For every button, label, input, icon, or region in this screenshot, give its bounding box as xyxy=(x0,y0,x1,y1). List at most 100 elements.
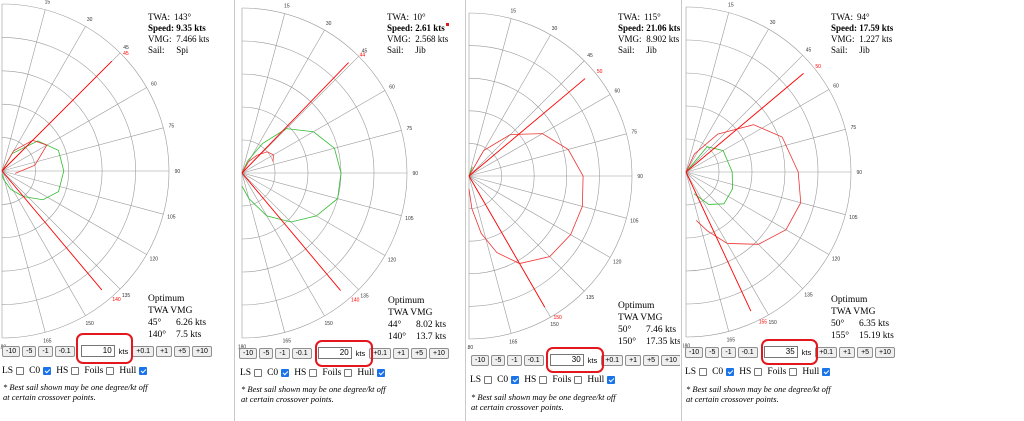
angle-tick-label: 150 xyxy=(550,322,559,328)
angle-tick-label: 105 xyxy=(405,216,414,222)
twa-label: TWA: xyxy=(148,12,170,22)
downwind-optimum-label: 140 xyxy=(351,297,360,303)
plus-5-button[interactable]: +5 xyxy=(411,347,428,359)
c0-label: C0 xyxy=(497,375,509,385)
sail-label: Sail: xyxy=(618,45,635,55)
ls-checkbox[interactable] xyxy=(254,369,263,377)
c0-checkbox[interactable] xyxy=(281,369,290,377)
optimum-row: 150° 17.35 kts xyxy=(618,337,680,347)
minus-10-button[interactable]: -10 xyxy=(239,347,258,359)
speed-label: Speed: xyxy=(387,23,414,33)
hull-checkbox[interactable] xyxy=(822,368,831,376)
ls-checkbox[interactable] xyxy=(484,376,493,384)
plus-1-button[interactable]: +1 xyxy=(156,345,173,357)
foils-checkbox[interactable] xyxy=(106,367,115,375)
minus-0.1-button[interactable]: -0.1 xyxy=(54,345,75,357)
wind-speed-controls: -10 -5 -1 -0.1 35 kts +0.1 +1 +5 +10 xyxy=(685,346,895,358)
optimum-header: TWA VMG xyxy=(831,307,876,317)
angle-tick-label: 30 xyxy=(87,17,93,23)
twa-value: 143° xyxy=(174,12,192,22)
angle-spoke xyxy=(468,18,512,177)
minus-5-button[interactable]: -5 xyxy=(259,347,274,359)
option-checkboxes: LS C0 HS Foils Hull xyxy=(2,366,152,376)
foils-checkbox[interactable] xyxy=(344,369,353,377)
hs-checkbox[interactable] xyxy=(309,369,318,377)
spi-polar-curve xyxy=(1,139,48,174)
minus-10-button[interactable]: -10 xyxy=(2,345,21,357)
angle-spoke xyxy=(685,129,846,173)
highlight-annotation xyxy=(315,340,373,367)
c0-label: C0 xyxy=(712,367,724,377)
polar-chart: 15 30 45 60 75 90 105 120 135 150 165 180 50 155 xyxy=(683,3,862,350)
upwind-optimum-label: 45 xyxy=(123,51,129,57)
upwind-optimum-line xyxy=(685,73,804,173)
hs-checkbox[interactable] xyxy=(754,368,763,376)
angle-tick-label: 60 xyxy=(151,81,157,87)
ls-checkbox[interactable] xyxy=(699,368,708,376)
plus-5-button[interactable]: +5 xyxy=(643,354,660,366)
hull-checkbox[interactable] xyxy=(139,367,148,375)
minus-5-button[interactable]: -5 xyxy=(491,354,506,366)
minus-1-button[interactable]: -1 xyxy=(507,354,522,366)
c0-checkbox[interactable] xyxy=(511,376,520,384)
plus-10-button[interactable]: +10 xyxy=(192,345,212,357)
hull-label: Hull xyxy=(587,375,605,385)
plus-5-button[interactable]: +5 xyxy=(857,346,874,358)
wind-speed-input[interactable]: 30 xyxy=(549,354,584,366)
angle-tick-label: 30 xyxy=(552,26,558,32)
option-checkboxes: LS C0 HS Foils Hull xyxy=(240,368,390,378)
plus-0.1-button[interactable]: +0.1 xyxy=(815,346,838,358)
hull-checkbox[interactable] xyxy=(377,369,386,377)
minus-5-button[interactable]: -5 xyxy=(22,345,37,357)
wind-speed-input[interactable]: 20 xyxy=(317,347,352,359)
plus-0.1-button[interactable]: +0.1 xyxy=(601,354,624,366)
minus-10-button[interactable]: -10 xyxy=(471,354,490,366)
plus-5-button[interactable]: +5 xyxy=(174,345,191,357)
hull-checkbox[interactable] xyxy=(607,376,616,384)
foils-checkbox[interactable] xyxy=(789,368,798,376)
vmg-label: VMG: xyxy=(831,34,855,44)
c0-checkbox[interactable] xyxy=(726,368,735,376)
ls-checkbox[interactable] xyxy=(16,367,25,375)
angle-spoke xyxy=(1,127,164,172)
plus-1-button[interactable]: +1 xyxy=(839,346,856,358)
sail-label: Sail: xyxy=(148,45,165,55)
hull-label: Hull xyxy=(119,366,137,376)
plus-10-button[interactable]: +10 xyxy=(661,354,680,366)
wind-speed-controls: -10 -5 -1 -0.1 30 kts +0.1 +1 +5 +10 xyxy=(471,354,680,366)
plus-1-button[interactable]: +1 xyxy=(393,347,410,359)
minus-1-button[interactable]: -1 xyxy=(721,346,736,358)
angle-spoke xyxy=(241,172,325,317)
angle-spoke xyxy=(468,175,627,219)
foils-checkbox[interactable] xyxy=(574,376,583,384)
speed-label: Speed: xyxy=(618,23,645,33)
plus-10-button[interactable]: +10 xyxy=(429,347,449,359)
minus-1-button[interactable]: -1 xyxy=(38,345,53,357)
wind-speed-input[interactable]: 10 xyxy=(80,345,115,357)
minus-0.1-button[interactable]: -0.1 xyxy=(291,347,312,359)
optimum-row: 44° 8.02 kts xyxy=(388,320,447,330)
plus-10-button[interactable]: +10 xyxy=(875,346,895,358)
minus-0.1-button[interactable]: -0.1 xyxy=(523,354,544,366)
wind-speed-input[interactable]: 35 xyxy=(763,346,798,358)
downwind-optimum-label: 150 xyxy=(554,315,563,321)
angle-tick-label: 135 xyxy=(804,293,813,299)
plus-0.1-button[interactable]: +0.1 xyxy=(369,347,392,359)
minus-1-button[interactable]: -1 xyxy=(275,347,290,359)
angle-tick-label: 15 xyxy=(284,4,290,10)
angle-spoke xyxy=(685,28,769,173)
red-marker xyxy=(445,23,449,26)
minus-5-button[interactable]: -5 xyxy=(705,346,720,358)
hs-checkbox[interactable] xyxy=(539,376,548,384)
angle-tick-label: 60 xyxy=(614,88,620,94)
speed-label: Speed: xyxy=(831,23,858,33)
hs-checkbox[interactable] xyxy=(71,367,80,375)
boat-info: TWA: 143° Speed: 9.35 kts VMG: 7.466 kts … xyxy=(148,12,209,56)
c0-checkbox[interactable] xyxy=(43,367,52,375)
plus-1-button[interactable]: +1 xyxy=(625,354,642,366)
panel-divider xyxy=(681,0,682,421)
plus-0.1-button[interactable]: +0.1 xyxy=(132,345,155,357)
minus-10-button[interactable]: -10 xyxy=(685,346,704,358)
upwind-optimum-label: 50 xyxy=(597,69,603,75)
minus-0.1-button[interactable]: -0.1 xyxy=(737,346,758,358)
